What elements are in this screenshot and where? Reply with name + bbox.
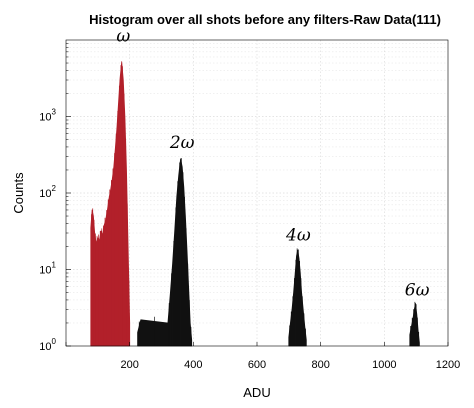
y-tick-label: 102 — [39, 184, 56, 200]
x-tick-label: 400 — [184, 359, 202, 371]
x-axis-label: ADU — [243, 385, 270, 400]
x-tick-label: 800 — [311, 359, 329, 371]
peak-annotations: ω 2ω 4ω 6ω — [116, 27, 429, 301]
y-tick-label: 103 — [39, 108, 56, 124]
peak-label: 4ω — [285, 225, 311, 245]
y-tick-label: 100 — [39, 337, 56, 353]
histogram-series-2 — [137, 158, 193, 347]
peak-label: ω — [116, 27, 130, 47]
x-axis: 200 400 600 800 1000 1200 — [65, 342, 460, 371]
chart-title: Histogram over all shots before any filt… — [89, 12, 441, 27]
y-tick-label: 101 — [39, 261, 56, 277]
y-axis-label: Counts — [11, 172, 26, 214]
peak-label: 6ω — [405, 280, 430, 300]
x-tick-label: 600 — [248, 359, 266, 371]
x-tick-label: 200 — [120, 359, 138, 371]
x-tick-label: 1000 — [372, 359, 396, 371]
grid — [66, 40, 448, 346]
y-axis: 100 101 102 103 — [39, 43, 71, 353]
x-tick-label: 1200 — [436, 359, 460, 371]
peak-label: 2ω — [169, 133, 195, 153]
histogram-bars — [90, 61, 420, 347]
